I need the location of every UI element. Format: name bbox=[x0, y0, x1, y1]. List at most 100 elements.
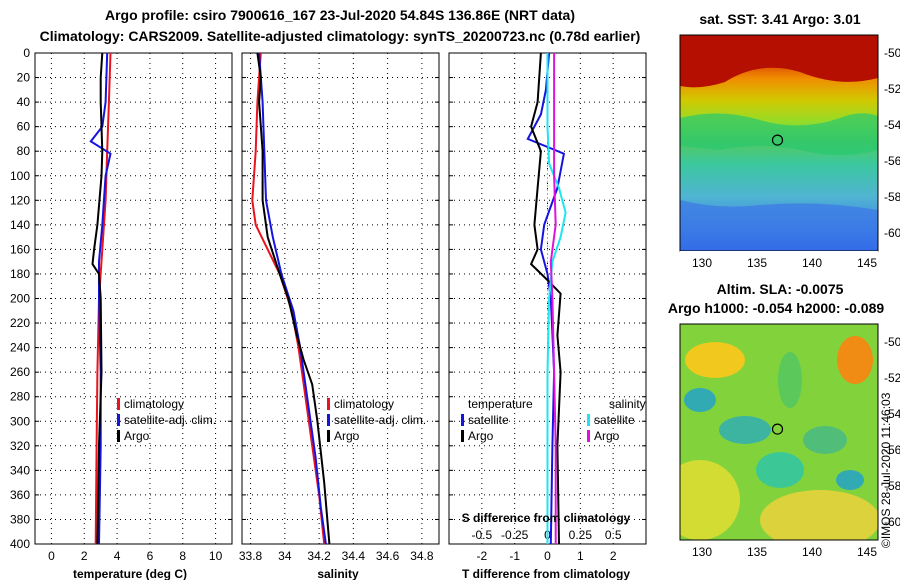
lat-tick-label: -58 bbox=[884, 479, 900, 493]
salinity-lines bbox=[251, 52, 331, 545]
imos-stamp: ©IMOS 28-Jul-2020 11:46:03 bbox=[879, 392, 893, 548]
depth-tick-label: 100 bbox=[10, 169, 30, 183]
salinity-grid bbox=[242, 52, 439, 545]
sla-blob bbox=[685, 342, 745, 378]
lat-tick-label: -54 bbox=[884, 407, 900, 421]
salinity-legend: climatology satellite-adj. clim. Argo bbox=[327, 397, 426, 443]
depth-tick-labels: 0 20 40 60 80 100 120 140 160 180 200 220 240 260 280 3… bbox=[10, 46, 30, 551]
legend-swatch-climatology bbox=[327, 398, 330, 410]
sla-blob bbox=[760, 490, 878, 540]
x-tick-label: 2 bbox=[610, 549, 617, 563]
x-tick-label: 0 bbox=[544, 549, 551, 563]
difference-panel: -2 -1 0 1 2 -0.5 -0.25 0 0.25 0.5 T difference f… bbox=[448, 52, 647, 581]
x2-tick-label: -0.25 bbox=[501, 528, 529, 542]
depth-tick-label: 120 bbox=[10, 193, 30, 207]
depth-tick-label: 300 bbox=[10, 414, 30, 428]
x-tick-label: 33.8 bbox=[239, 549, 263, 563]
lat-tick-label: -52 bbox=[884, 371, 900, 385]
x-tick-label: -1 bbox=[509, 549, 520, 563]
temperature-xlabel: temperature (deg C) bbox=[73, 567, 187, 580]
legend-header-temperature: temperature bbox=[468, 397, 533, 411]
sst-map-field bbox=[680, 35, 878, 251]
sst-front bbox=[680, 113, 878, 155]
argo-location-marker bbox=[771, 423, 784, 435]
x-tick-label: 34.6 bbox=[376, 549, 400, 563]
depth-tick-label: 140 bbox=[10, 218, 30, 232]
temperature-lines bbox=[89, 52, 112, 545]
x-tick-label: 10 bbox=[209, 549, 223, 563]
lon-tick-label: 130 bbox=[692, 256, 712, 270]
depth-tick-label: 240 bbox=[10, 341, 30, 355]
lat-tick-label: -60 bbox=[884, 515, 900, 529]
legend-swatch-t-argo bbox=[461, 430, 464, 442]
sla-blob bbox=[778, 352, 802, 408]
salinity-x-ticks: 33.8 34 34.2 34.4 34.6 34.8 bbox=[239, 549, 434, 563]
lat-tick-label: -52 bbox=[884, 82, 900, 96]
legend-climatology: climatology bbox=[334, 397, 394, 411]
legend-satellite-adj: satellite-adj. clim. bbox=[124, 413, 216, 427]
lat-tick-label: -56 bbox=[884, 443, 900, 457]
temperature-x-ticks: 0 2 4 6 8 10 bbox=[48, 549, 223, 563]
series-line-climatology bbox=[94, 52, 112, 545]
sla-blob bbox=[756, 452, 804, 488]
sst-warm-region bbox=[680, 35, 878, 88]
lon-tick-label: 145 bbox=[857, 256, 877, 270]
x-tick-label: -2 bbox=[476, 549, 487, 563]
legend-s-satellite: satellite bbox=[594, 413, 635, 427]
depth-tick-label: 20 bbox=[17, 71, 31, 85]
lat-tick-label: -54 bbox=[884, 118, 900, 132]
lat-tick-label: -50 bbox=[884, 46, 900, 60]
x-tick-label: 1 bbox=[577, 549, 584, 563]
sla-blob bbox=[836, 470, 864, 490]
series-line-temperature-argo bbox=[529, 52, 562, 545]
difference-lines bbox=[526, 52, 567, 545]
lon-tick-label: 135 bbox=[747, 545, 767, 559]
difference-x2label: S difference from climatology bbox=[462, 511, 631, 525]
x-tick-label: 4 bbox=[114, 549, 121, 563]
x2-tick-label: 0.5 bbox=[605, 528, 622, 542]
depth-tick-label: 80 bbox=[17, 144, 31, 158]
difference-xlabel: T difference from climatology bbox=[462, 567, 630, 580]
depth-tick-label: 320 bbox=[10, 439, 30, 453]
sla-blob bbox=[803, 426, 847, 454]
series-line-satellite-adj-clim- bbox=[258, 52, 327, 545]
sla-map-ticks: 130 135 140 145 -50 -52 -54 -56 -58 -60 bbox=[692, 335, 900, 559]
lat-tick-label: -60 bbox=[884, 226, 900, 240]
lon-tick-label: 140 bbox=[802, 256, 822, 270]
legend-satellite-adj: satellite-adj. clim. bbox=[334, 413, 426, 427]
depth-tick-label: 0 bbox=[23, 46, 30, 60]
legend-header-salinity: salinity bbox=[609, 397, 646, 411]
sla-map-field bbox=[680, 324, 878, 540]
legend-t-argo: Argo bbox=[468, 429, 494, 443]
series-line-argo bbox=[91, 52, 104, 545]
lat-tick-label: -58 bbox=[884, 190, 900, 204]
series-line-salinity-argo bbox=[549, 53, 557, 544]
depth-tick-label: 400 bbox=[10, 537, 30, 551]
sst-map-ticks: 130 135 140 145 -50 -52 -54 -56 -58 -60 bbox=[692, 46, 900, 270]
figure-title-line2: Climatology: CARS2009. Satellite-adjuste… bbox=[40, 28, 641, 44]
legend-swatch-s-satellite bbox=[587, 414, 590, 426]
legend-s-argo: Argo bbox=[594, 429, 620, 443]
lon-tick-label: 130 bbox=[692, 545, 712, 559]
sla-blob bbox=[680, 460, 740, 540]
difference-legend: temperature salinity satellite Argo sate… bbox=[461, 397, 646, 443]
x-tick-label: 34.8 bbox=[410, 549, 434, 563]
legend-swatch-s-argo bbox=[587, 430, 590, 442]
legend-swatch-climatology bbox=[117, 398, 120, 410]
salinity-panel: 33.8 34 34.2 34.4 34.6 34.8 salinity climatol… bbox=[239, 52, 440, 581]
x-tick-label: 34.4 bbox=[342, 549, 366, 563]
sst-map-title: sat. SST: 3.41 Argo: 3.01 bbox=[699, 11, 861, 27]
lon-tick-label: 145 bbox=[857, 545, 877, 559]
sla-blob bbox=[684, 388, 716, 412]
x-tick-label: 8 bbox=[179, 549, 186, 563]
depth-tick-label: 160 bbox=[10, 242, 30, 256]
legend-argo: Argo bbox=[124, 429, 150, 443]
legend-climatology: climatology bbox=[124, 397, 184, 411]
depth-tick-label: 60 bbox=[17, 120, 31, 134]
sla-blob bbox=[719, 416, 771, 444]
salinity-axes bbox=[241, 52, 440, 545]
depth-tick-label: 180 bbox=[10, 267, 30, 281]
sla-map: Altim. SLA: -0.0075 Argo h1000: -0.054 h… bbox=[668, 281, 900, 559]
series-line-salinity-satellite bbox=[546, 53, 567, 544]
sst-cold-region bbox=[680, 200, 878, 251]
